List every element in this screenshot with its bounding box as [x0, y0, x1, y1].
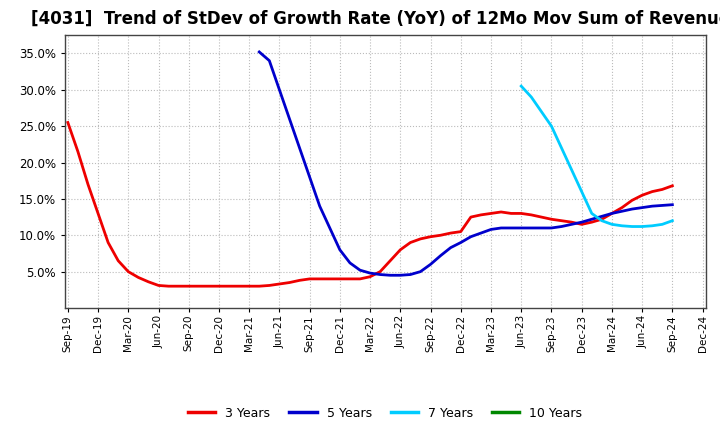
Legend: 3 Years, 5 Years, 7 Years, 10 Years: 3 Years, 5 Years, 7 Years, 10 Years [183, 402, 588, 425]
Title: [4031]  Trend of StDev of Growth Rate (YoY) of 12Mo Mov Sum of Revenues: [4031] Trend of StDev of Growth Rate (Yo… [31, 10, 720, 28]
